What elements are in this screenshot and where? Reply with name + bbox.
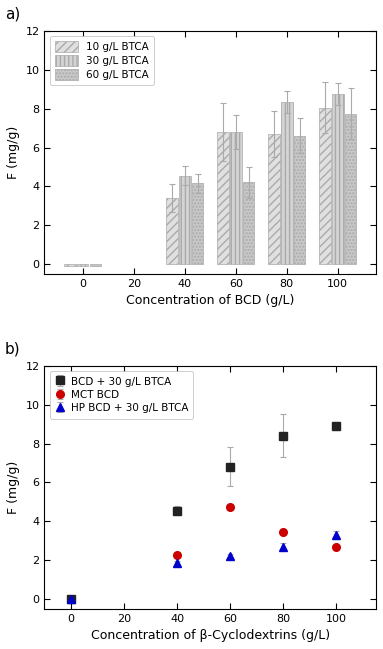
Bar (268, 134, 280, 264)
Bar (294, 136, 305, 264)
Bar (230, 132, 242, 264)
Bar (90, 264, 101, 266)
Bar (319, 108, 331, 264)
Y-axis label: F (mg/g): F (mg/g) (7, 126, 20, 179)
Bar (166, 198, 178, 264)
Legend: BCD + 30 g/L BTCA, MCT BCD, HP BCD + 30 g/L BTCA: BCD + 30 g/L BTCA, MCT BCD, HP BCD + 30 … (50, 371, 193, 419)
Text: a): a) (5, 6, 20, 21)
Bar (332, 94, 344, 264)
Bar (217, 132, 229, 264)
Bar (179, 176, 190, 264)
Y-axis label: F (mg/g): F (mg/g) (7, 461, 20, 514)
Bar (192, 184, 203, 264)
Bar (281, 102, 293, 264)
Legend: 10 g/L BTCA, 30 g/L BTCA, 60 g/L BTCA: 10 g/L BTCA, 30 g/L BTCA, 60 g/L BTCA (50, 36, 154, 86)
Bar (64, 264, 76, 266)
Bar (243, 182, 254, 264)
Text: b): b) (5, 341, 20, 356)
X-axis label: Concentration of β-Cyclodextrins (g/L): Concentration of β-Cyclodextrins (g/L) (91, 629, 330, 642)
X-axis label: Concentration of BCD (g/L): Concentration of BCD (g/L) (126, 294, 295, 307)
Bar (345, 114, 356, 264)
Bar (77, 264, 88, 266)
